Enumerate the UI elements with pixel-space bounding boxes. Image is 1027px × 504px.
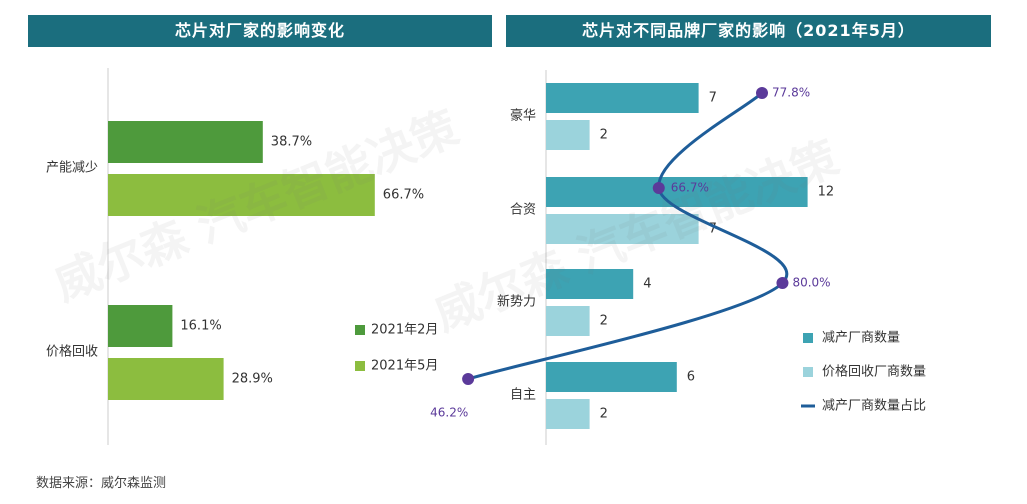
left-bar bbox=[108, 121, 263, 163]
right-bar-label: 2 bbox=[600, 314, 608, 329]
left-bar-label: 38.7% bbox=[271, 135, 312, 150]
left-category-label: 产能减少 bbox=[46, 161, 98, 176]
left-legend-label: 2021年2月 bbox=[371, 323, 438, 338]
right-chart-title: 芯片对不同品牌厂家的影响（2021年5月） bbox=[506, 15, 991, 47]
right-legend-label: 价格回收厂商数量 bbox=[822, 364, 926, 380]
ratio-point bbox=[776, 277, 789, 289]
right-category-label: 新势力 bbox=[497, 294, 536, 310]
right-bar-label: 12 bbox=[818, 185, 835, 200]
left-chart-title: 芯片对厂家的影响变化 bbox=[28, 15, 492, 47]
ratio-point bbox=[652, 182, 665, 194]
ratio-point-label: 80.0% bbox=[792, 276, 830, 290]
right-bar bbox=[546, 214, 699, 244]
left-legend-label: 2021年5月 bbox=[371, 359, 438, 374]
right-bar bbox=[546, 269, 634, 299]
right-bar bbox=[546, 120, 590, 150]
right-bar-label: 4 bbox=[643, 277, 651, 292]
right-category-label: 豪华 bbox=[510, 108, 536, 124]
left-bar-label: 28.9% bbox=[232, 372, 273, 387]
left-bar-label: 16.1% bbox=[180, 319, 221, 334]
right-bar-label: 2 bbox=[600, 128, 608, 143]
right-bar-label: 6 bbox=[687, 370, 695, 385]
left-bar bbox=[108, 305, 173, 347]
left-bar bbox=[108, 174, 375, 216]
right-bar bbox=[546, 399, 590, 429]
right-legend-label: 减产厂商数量 bbox=[822, 331, 900, 346]
left-legend-swatch bbox=[355, 361, 365, 371]
left-bar-label: 66.7% bbox=[383, 188, 424, 203]
right-bar bbox=[546, 362, 677, 392]
right-bar bbox=[546, 177, 808, 207]
right-bar-label: 7 bbox=[709, 222, 717, 237]
left-bar bbox=[108, 358, 224, 400]
right-legend-label: 减产厂商数量占比 bbox=[822, 399, 926, 414]
ratio-point-label: 46.2% bbox=[430, 406, 468, 420]
ratio-point bbox=[756, 87, 768, 99]
left-category-label: 价格回收 bbox=[46, 344, 98, 360]
right-category-label: 自主 bbox=[510, 388, 536, 403]
right-legend-swatch bbox=[803, 367, 813, 377]
data-source-note: 数据来源：威尔森监测 bbox=[36, 476, 167, 491]
right-legend-swatch bbox=[803, 333, 813, 343]
left-legend-swatch bbox=[355, 325, 365, 335]
ratio-point bbox=[462, 373, 475, 385]
ratio-point-label: 77.8% bbox=[772, 86, 810, 100]
ratio-line bbox=[467, 91, 788, 381]
right-bar bbox=[546, 83, 699, 113]
ratio-point-label: 66.7% bbox=[671, 181, 709, 195]
right-bar-label: 2 bbox=[600, 407, 608, 422]
right-bar bbox=[546, 306, 590, 336]
right-bar-label: 7 bbox=[709, 91, 717, 106]
right-category-label: 合资 bbox=[510, 203, 536, 218]
